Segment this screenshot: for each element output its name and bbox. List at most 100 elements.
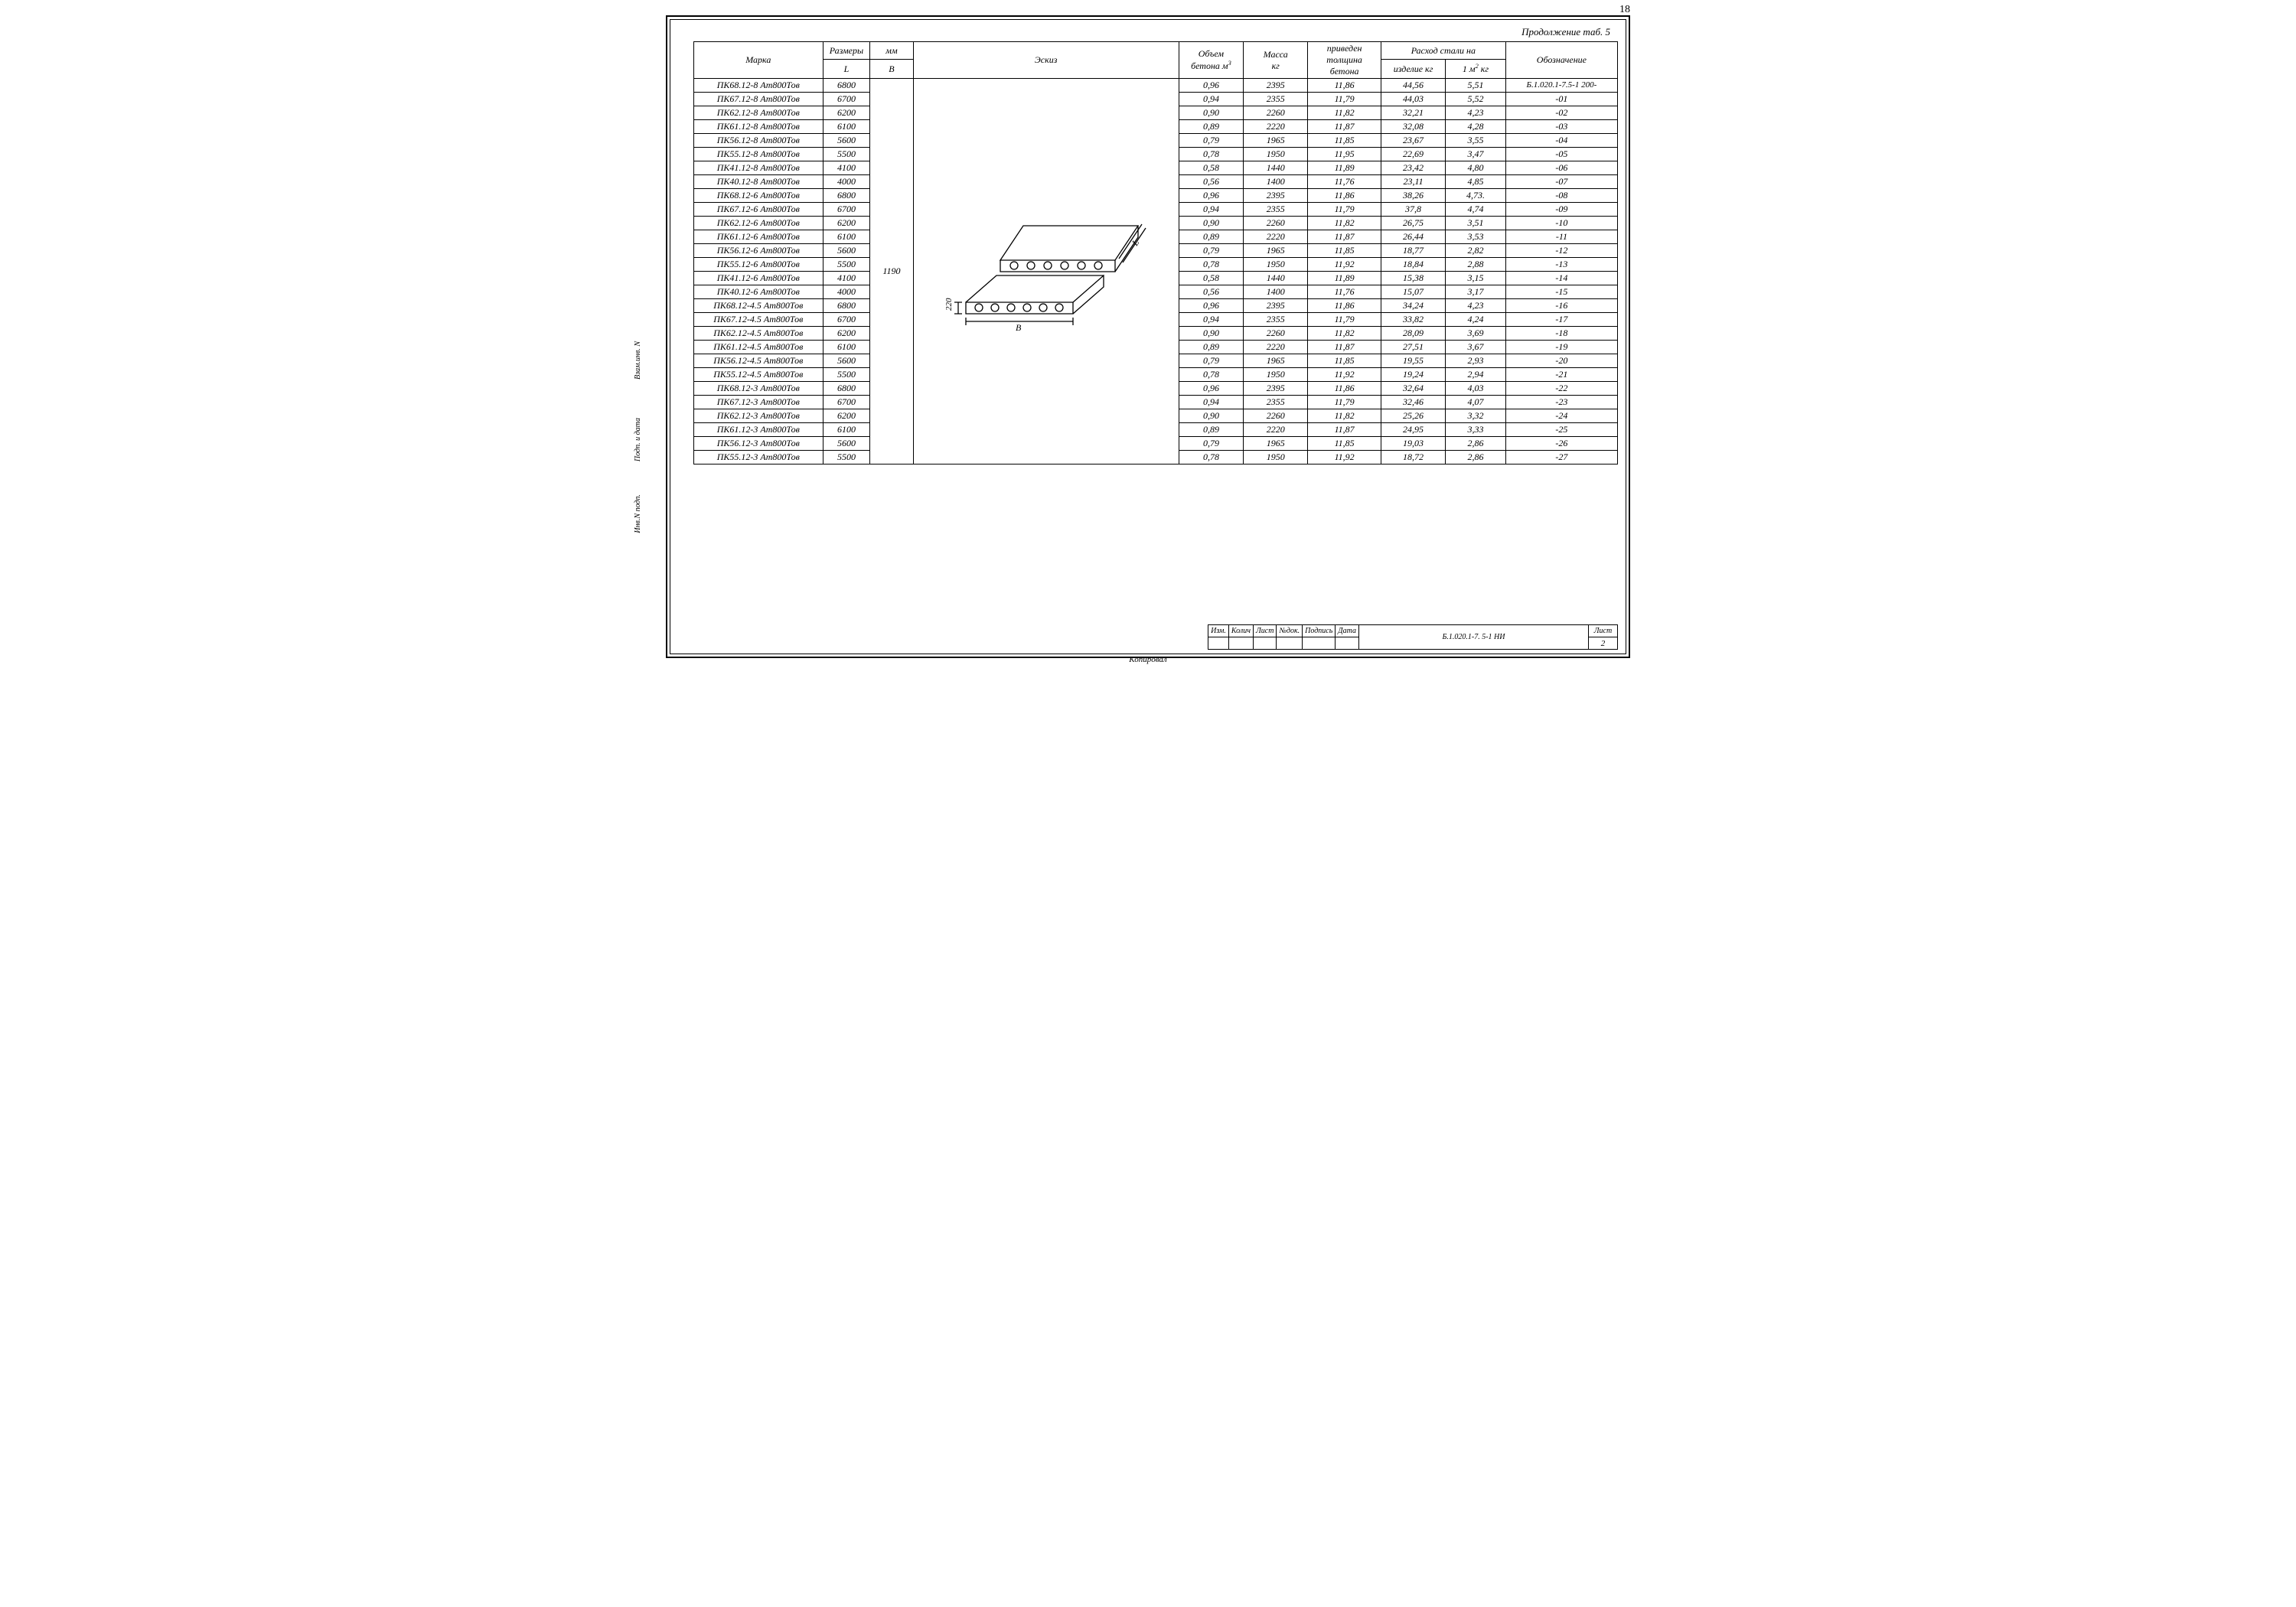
cell-desig: -17 (1505, 313, 1617, 327)
cell-marka: ПК61.12-4.5 Ат800Тов (694, 341, 823, 354)
cell-s2: 5,51 (1446, 79, 1506, 93)
cell-vol: 0,79 (1179, 437, 1243, 451)
cell-marka: ПК40.12-8 Ат800Тов (694, 175, 823, 189)
slab-sketch-icon: 220 В L (931, 199, 1161, 344)
cell-mass: 2355 (1244, 313, 1308, 327)
continuation-label: Продолжение таб. 5 (693, 26, 1610, 38)
cell-s2: 2,88 (1446, 258, 1506, 272)
th-steel2: 1 м2 кг (1446, 60, 1506, 79)
cell-marka: ПК55.12-3 Ат800Тов (694, 451, 823, 464)
cell-vol: 0,89 (1179, 230, 1243, 244)
cell-s1: 44,03 (1381, 93, 1445, 106)
cell-mass: 1440 (1244, 161, 1308, 175)
cell-vol: 0,89 (1179, 341, 1243, 354)
svg-text:В: В (1016, 322, 1022, 333)
cell-s2: 3,53 (1446, 230, 1506, 244)
cell-thick: 11,82 (1308, 409, 1381, 423)
cell-s2: 3,33 (1446, 423, 1506, 437)
title-block: Изм. Колич Лист №док. Подпись Дата Б.1.0… (1208, 624, 1618, 650)
cell-marka: ПК40.12-6 Ат800Тов (694, 285, 823, 299)
cell-s2: 4,80 (1446, 161, 1506, 175)
cell-mass: 2260 (1244, 106, 1308, 120)
cell-vol: 0,58 (1179, 272, 1243, 285)
cell-s2: 3,55 (1446, 134, 1506, 148)
cell-s1: 15,38 (1381, 272, 1445, 285)
cell-desig: -24 (1505, 409, 1617, 423)
tb-h3: №док. (1277, 625, 1303, 637)
cell-s1: 18,72 (1381, 451, 1445, 464)
cell-desig: -02 (1505, 106, 1617, 120)
cell-s2: 2,94 (1446, 368, 1506, 382)
cell-L: 5500 (823, 258, 870, 272)
cell-L: 4000 (823, 175, 870, 189)
th-steel2-a: 1 м (1463, 64, 1476, 74)
cell-s2: 3,69 (1446, 327, 1506, 341)
cell-s1: 44,56 (1381, 79, 1445, 93)
cell-desig: -22 (1505, 382, 1617, 396)
cell-thick: 11,89 (1308, 272, 1381, 285)
cell-s1: 25,26 (1381, 409, 1445, 423)
cell-L: 5600 (823, 437, 870, 451)
cell-thick: 11,86 (1308, 299, 1381, 313)
cell-thick: 11,76 (1308, 175, 1381, 189)
cell-vol: 0,78 (1179, 451, 1243, 464)
cell-mass: 1965 (1244, 244, 1308, 258)
tb-e0 (1208, 637, 1229, 650)
cell-s1: 37,8 (1381, 203, 1445, 217)
cell-marka: ПК68.12-8 Ат800Тов (694, 79, 823, 93)
cell-vol: 0,90 (1179, 106, 1243, 120)
cell-marka: ПК61.12-8 Ат800Тов (694, 120, 823, 134)
cell-marka: ПК55.12-8 Ат800Тов (694, 148, 823, 161)
cell-desig: -18 (1505, 327, 1617, 341)
cell-L: 5600 (823, 354, 870, 368)
cell-s2: 4,28 (1446, 120, 1506, 134)
cell-s1: 32,64 (1381, 382, 1445, 396)
cell-s1: 24,95 (1381, 423, 1445, 437)
cell-s1: 32,08 (1381, 120, 1445, 134)
th-mass: Масса кг (1244, 42, 1308, 79)
cell-vol: 0,96 (1179, 299, 1243, 313)
svg-text:220: 220 (944, 298, 954, 311)
cell-vol: 0,56 (1179, 175, 1243, 189)
cell-thick: 11,85 (1308, 134, 1381, 148)
cell-desig: -27 (1505, 451, 1617, 464)
cell-s2: 4,23 (1446, 299, 1506, 313)
cell-s1: 23,42 (1381, 161, 1445, 175)
cell-mass: 1400 (1244, 175, 1308, 189)
cell-marka: ПК61.12-3 Ат800Тов (694, 423, 823, 437)
cell-mass: 1950 (1244, 451, 1308, 464)
tb-h5: Дата (1336, 625, 1359, 637)
table-body: ПК68.12-8 Ат800Тов68001190 220 В L 0 (694, 79, 1618, 464)
data-table: Марка Размеры мм Эскиз Объем бетона м3 М… (693, 41, 1618, 464)
cell-s1: 32,46 (1381, 396, 1445, 409)
cell-L: 6700 (823, 396, 870, 409)
cell-vol: 0,56 (1179, 285, 1243, 299)
cell-desig: -03 (1505, 120, 1617, 134)
th-mass-l2: кг (1272, 60, 1280, 71)
sheet-num: 2 (1589, 637, 1618, 650)
page-number: 18 (1619, 4, 1630, 16)
cell-marka: ПК67.12-4.5 Ат800Тов (694, 313, 823, 327)
cell-L: 6800 (823, 382, 870, 396)
cell-s1: 28,09 (1381, 327, 1445, 341)
cell-marka: ПК62.12-3 Ат800Тов (694, 409, 823, 423)
tb-e3 (1277, 637, 1303, 650)
th-L: L (823, 60, 870, 79)
cell-vol: 0,94 (1179, 203, 1243, 217)
cell-desig: -11 (1505, 230, 1617, 244)
cell-thick: 11,87 (1308, 423, 1381, 437)
cell-s2: 3,67 (1446, 341, 1506, 354)
tb-e5 (1336, 637, 1359, 650)
cell-s1: 23,11 (1381, 175, 1445, 189)
cell-thick: 11,87 (1308, 341, 1381, 354)
cell-L: 5500 (823, 148, 870, 161)
cell-vol: 0,90 (1179, 409, 1243, 423)
cell-L: 6200 (823, 106, 870, 120)
cell-thick: 11,85 (1308, 354, 1381, 368)
cell-L: 6200 (823, 217, 870, 230)
cell-thick: 11,82 (1308, 106, 1381, 120)
cell-mass: 2395 (1244, 189, 1308, 203)
doc-code: Б.1.020.1-7. 5-1 НИ (1359, 625, 1589, 650)
cell-L: 6100 (823, 341, 870, 354)
cell-mass: 2395 (1244, 299, 1308, 313)
